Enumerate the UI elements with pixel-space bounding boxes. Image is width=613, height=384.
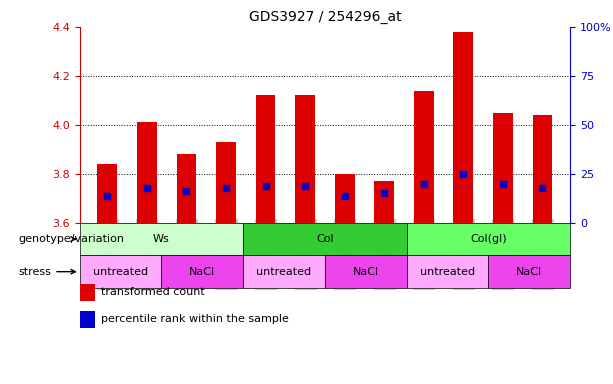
Bar <box>406 255 489 288</box>
Text: untreated: untreated <box>93 266 148 277</box>
Title: GDS3927 / 254296_at: GDS3927 / 254296_at <box>249 10 401 25</box>
Text: percentile rank within the sample: percentile rank within the sample <box>101 314 289 324</box>
Text: NaCl: NaCl <box>352 266 379 277</box>
Text: stress: stress <box>18 266 75 277</box>
Bar <box>256 95 275 223</box>
Bar <box>414 91 433 223</box>
Text: Col(gl): Col(gl) <box>470 234 507 244</box>
Text: untreated: untreated <box>256 266 311 277</box>
Text: Ws: Ws <box>153 234 170 244</box>
Bar <box>161 255 243 288</box>
Bar <box>243 255 325 288</box>
Bar <box>533 115 552 223</box>
Bar <box>454 32 473 223</box>
Text: transformed count: transformed count <box>101 287 205 297</box>
Text: NaCl: NaCl <box>189 266 215 277</box>
Bar <box>137 122 157 223</box>
Bar <box>325 255 406 288</box>
Bar <box>375 181 394 223</box>
Text: NaCl: NaCl <box>516 266 543 277</box>
Bar <box>243 223 406 255</box>
Bar <box>80 223 243 255</box>
Bar <box>493 113 512 223</box>
Bar <box>295 95 315 223</box>
Bar <box>80 255 161 288</box>
Text: genotype/variation: genotype/variation <box>18 234 124 244</box>
Bar <box>97 164 117 223</box>
Bar <box>406 223 570 255</box>
Text: Col: Col <box>316 234 333 244</box>
Bar <box>489 255 570 288</box>
Text: untreated: untreated <box>420 266 475 277</box>
Bar <box>335 174 354 223</box>
Bar <box>177 154 196 223</box>
Bar <box>216 142 236 223</box>
